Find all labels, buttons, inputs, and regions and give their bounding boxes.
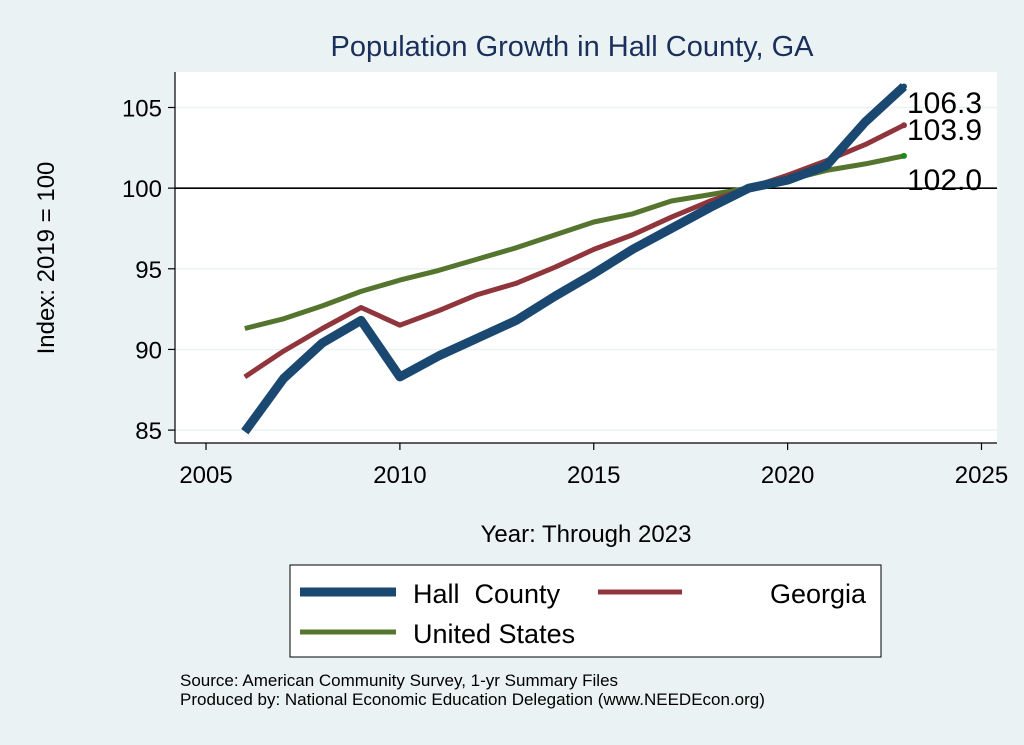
y-axis-label: Index: 2019 = 100 (33, 162, 60, 355)
end-marker-united-states (900, 152, 907, 159)
series-layer (241, 83, 907, 435)
legend-label-united-states: United States (413, 619, 575, 649)
legend-box (289, 564, 882, 658)
legend-label-hall-county: Hall County (413, 579, 561, 609)
x-axis-label: Year: Through 2023 (481, 521, 692, 548)
series-line-hall-county (241, 83, 907, 435)
y-tick-label-100: 100 (122, 176, 162, 203)
chart-title: Population Growth in Hall County, GA (330, 31, 814, 63)
end-label-georgia: 103.9 (907, 114, 982, 147)
y-tick-label-95: 95 (135, 257, 162, 284)
end-label-hall-county: 106.3 (907, 87, 982, 120)
x-tick-label-2020: 2020 (761, 462, 814, 489)
y-tick-label-105: 105 (122, 95, 162, 122)
x-tick-label-2015: 2015 (567, 462, 620, 489)
series-line-georgia (243, 122, 906, 379)
legend: Hall County Georgia United States (289, 564, 882, 658)
x-tick-label-2005: 2005 (179, 462, 232, 489)
end-marker-hall-county (900, 83, 907, 90)
axes (174, 72, 997, 444)
x-tick-label-2010: 2010 (373, 462, 426, 489)
x-tick-label-2025: 2025 (955, 462, 1008, 489)
end-marker-georgia (900, 122, 907, 129)
plot-area (175, 72, 997, 443)
source-note: Source: American Community Survey, 1-yr … (180, 671, 618, 690)
y-tick-label-90: 90 (135, 337, 162, 364)
y-ticks: 85 90 95 100 105 (122, 95, 175, 445)
legend-label-georgia: Georgia (770, 579, 867, 609)
y-tick-label-85: 85 (135, 418, 162, 445)
producer-note: Produced by: National Economic Education… (180, 690, 765, 709)
x-ticks: 2005 2010 2015 2020 2025 (179, 443, 1008, 489)
end-label-united-states: 102.0 (907, 164, 982, 197)
